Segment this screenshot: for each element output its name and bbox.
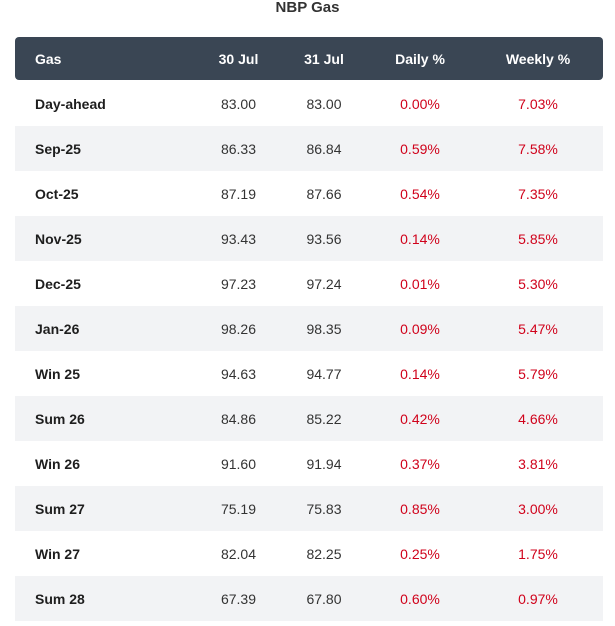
- table-row: Dec-25 97.23 97.24 0.01% 5.30%: [15, 261, 603, 306]
- cell-price-31-jul: 82.25: [306, 545, 342, 562]
- cell-daily-change: 0.85%: [400, 500, 440, 517]
- header-gas[interactable]: Gas: [35, 50, 62, 67]
- table-row: Sum 26 84.86 85.22 0.42% 4.66%: [15, 396, 603, 441]
- cell-weekly-change: 5.85%: [518, 230, 558, 247]
- cell-weekly-change: 7.35%: [518, 185, 558, 202]
- cell-daily-change: 0.60%: [400, 590, 440, 607]
- header-daily-pct[interactable]: Daily %: [395, 50, 445, 67]
- cell-daily-change: 0.25%: [400, 545, 440, 562]
- header-30-jul[interactable]: 30 Jul: [218, 50, 259, 67]
- cell-contract: Nov-25: [35, 230, 82, 247]
- cell-price-30-jul: 91.60: [220, 455, 257, 472]
- table-row: Sum 27 75.19 75.83 0.85% 3.00%: [15, 486, 603, 531]
- cell-price-31-jul: 75.83: [306, 500, 342, 517]
- cell-weekly-change: 5.30%: [518, 275, 558, 292]
- cell-price-31-jul: 86.84: [306, 140, 342, 157]
- cell-daily-change: 0.37%: [400, 455, 440, 472]
- cell-daily-change: 0.14%: [400, 230, 440, 247]
- table-row: Oct-25 87.19 87.66 0.54% 7.35%: [15, 171, 603, 216]
- cell-price-30-jul: 87.19: [220, 185, 257, 202]
- table-row: Nov-25 93.43 93.56 0.14% 5.85%: [15, 216, 603, 261]
- cell-weekly-change: 3.81%: [518, 455, 558, 472]
- cell-price-30-jul: 75.19: [220, 500, 257, 517]
- cell-contract: Jan-26: [35, 320, 80, 337]
- table-row: Win 26 91.60 91.94 0.37% 3.81%: [15, 441, 603, 486]
- cell-price-31-jul: 87.66: [306, 185, 342, 202]
- cell-price-31-jul: 91.94: [306, 455, 342, 472]
- cell-price-31-jul: 97.24: [306, 275, 342, 292]
- table-row: Sum 28 67.39 67.80 0.60% 0.97%: [15, 576, 603, 621]
- cell-contract: Sum 27: [35, 500, 85, 517]
- cell-weekly-change: 3.00%: [518, 500, 558, 517]
- cell-contract: Win 27: [35, 545, 80, 562]
- header-31-jul[interactable]: 31 Jul: [304, 50, 344, 67]
- cell-contract: Sep-25: [35, 140, 81, 157]
- cell-contract: Win 25: [35, 365, 80, 382]
- cell-contract: Oct-25: [35, 185, 79, 202]
- header-weekly-pct[interactable]: Weekly %: [505, 50, 571, 67]
- cell-price-31-jul: 85.22: [306, 410, 342, 427]
- table-row: Day-ahead 83.00 83.00 0.00% 7.03%: [15, 81, 603, 126]
- nbp-gas-table: Gas 30 Jul 31 Jul Daily % Weekly % Day-a…: [15, 37, 603, 621]
- cell-daily-change: 0.42%: [400, 410, 440, 427]
- table-row: Jan-26 98.26 98.35 0.09% 5.47%: [15, 306, 603, 351]
- cell-price-30-jul: 97.23: [220, 275, 257, 292]
- cell-daily-change: 0.54%: [400, 185, 440, 202]
- table-row: Win 27 82.04 82.25 0.25% 1.75%: [15, 531, 603, 576]
- cell-contract: Day-ahead: [35, 95, 106, 112]
- cell-daily-change: 0.59%: [400, 140, 440, 157]
- cell-weekly-change: 5.47%: [518, 320, 558, 337]
- cell-price-30-jul: 86.33: [220, 140, 257, 157]
- table-header-row: Gas 30 Jul 31 Jul Daily % Weekly %: [15, 37, 603, 80]
- table-row: Sep-25 86.33 86.84 0.59% 7.58%: [15, 126, 603, 171]
- cell-weekly-change: 1.75%: [518, 545, 558, 562]
- cell-price-31-jul: 67.80: [306, 590, 342, 607]
- cell-price-30-jul: 67.39: [220, 590, 257, 607]
- cell-daily-change: 0.01%: [400, 275, 440, 292]
- cell-contract: Dec-25: [35, 275, 81, 292]
- cell-price-30-jul: 82.04: [220, 545, 257, 562]
- cell-weekly-change: 7.03%: [518, 95, 558, 112]
- cell-contract: Win 26: [35, 455, 80, 472]
- cell-contract: Sum 28: [35, 590, 85, 607]
- cell-daily-change: 0.00%: [400, 95, 440, 112]
- cell-contract: Sum 26: [35, 410, 85, 427]
- cell-daily-change: 0.09%: [400, 320, 440, 337]
- table-row: Win 25 94.63 94.77 0.14% 5.79%: [15, 351, 603, 396]
- cell-weekly-change: 5.79%: [518, 365, 558, 382]
- cell-price-31-jul: 94.77: [306, 365, 342, 382]
- cell-price-30-jul: 83.00: [220, 95, 257, 112]
- cell-price-30-jul: 93.43: [220, 230, 257, 247]
- cell-price-31-jul: 93.56: [306, 230, 342, 247]
- table-title: NBP Gas: [275, 0, 340, 16]
- cell-price-30-jul: 94.63: [220, 365, 257, 382]
- table-body: Day-ahead 83.00 83.00 0.00% 7.03% Sep-25 86.33…: [15, 81, 603, 621]
- cell-price-30-jul: 98.26: [220, 320, 257, 337]
- cell-weekly-change: 0.97%: [518, 590, 558, 607]
- cell-weekly-change: 7.58%: [518, 140, 558, 157]
- cell-weekly-change: 4.66%: [518, 410, 558, 427]
- cell-daily-change: 0.14%: [400, 365, 440, 382]
- cell-price-31-jul: 83.00: [306, 95, 342, 112]
- cell-price-31-jul: 98.35: [306, 320, 342, 337]
- cell-price-30-jul: 84.86: [220, 410, 257, 427]
